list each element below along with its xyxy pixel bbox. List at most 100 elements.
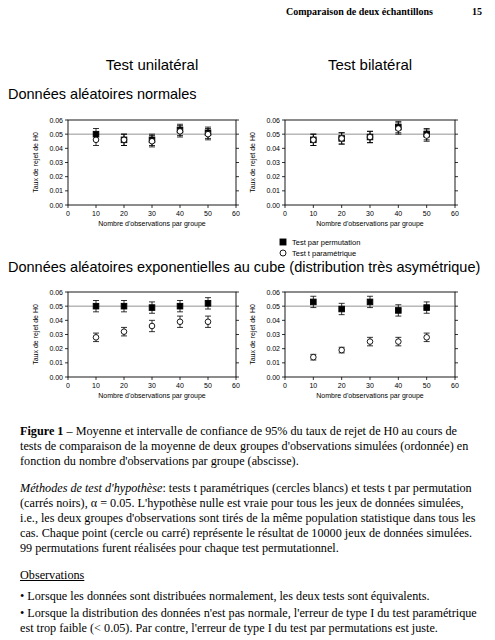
y-tick (282, 162, 285, 163)
plot-frame (68, 120, 236, 205)
x-tick-label: 40 (394, 382, 402, 389)
point (424, 133, 430, 139)
error-bar-cap (149, 146, 155, 147)
x-tick-label: 40 (394, 210, 402, 217)
error-bar (149, 302, 155, 313)
x-axis-label: Nombre d'observations par groupe (98, 392, 206, 400)
x-tick-label: 30 (148, 382, 156, 389)
y-tick-label: 0.02 (266, 345, 280, 352)
error-bar-cap (149, 301, 155, 302)
y-tick (455, 176, 458, 177)
error-bar (93, 134, 99, 145)
error-bar (339, 133, 345, 144)
x-tick (124, 377, 125, 380)
y-tick (282, 306, 285, 307)
y-tick-label: 0.02 (266, 173, 280, 180)
methods-label: Méthodes de test d'hypothèse (20, 481, 162, 495)
y-tick-label: 0.06 (266, 289, 280, 296)
y-axis-label: Taux de rejet de H0 (249, 304, 257, 365)
point (424, 335, 430, 341)
error-bar-cap (177, 311, 183, 312)
y-tick (455, 190, 458, 191)
error-bar-cap (424, 141, 430, 142)
error-bar-cap (339, 314, 345, 315)
error-bar-cap (395, 121, 401, 122)
y-tick (282, 362, 285, 363)
data-group (285, 121, 455, 145)
point (121, 329, 127, 335)
error-bar (177, 316, 183, 327)
point (121, 137, 127, 143)
point (205, 301, 211, 307)
error-bar-cap (424, 129, 430, 130)
error-bar-cap (310, 307, 316, 308)
error-bar (149, 320, 155, 331)
observations-title: Observations (20, 568, 478, 583)
x-tick-label: 10 (92, 210, 100, 217)
error-bar-cap (367, 345, 373, 346)
text-block: Figure 1 – Moyenne et intervalle de conf… (20, 424, 478, 638)
error-bar-cap (205, 297, 211, 298)
point (177, 303, 183, 309)
caption: Figure 1 – Moyenne et intervalle de conf… (20, 424, 478, 469)
x-tick-label: 40 (176, 210, 184, 217)
error-bar-cap (395, 337, 401, 338)
y-tick-label: 0.03 (49, 331, 63, 338)
point (149, 138, 155, 144)
x-tick (236, 377, 237, 380)
x-tick-label: 20 (120, 210, 128, 217)
error-bar (367, 131, 373, 142)
y-tick-label: 0.02 (49, 345, 63, 352)
error-bar-cap (93, 128, 99, 129)
y-tick-label: 0.01 (49, 359, 63, 366)
error-bar-cap (367, 142, 373, 143)
error-bar-cap (177, 137, 183, 138)
y-axis-label: Taux de rejet de H0 (249, 132, 257, 193)
point (149, 323, 155, 329)
plot-frame (285, 120, 455, 205)
y-tick-label: 0.06 (266, 117, 280, 124)
error-bar-cap (395, 345, 401, 346)
error-bar-cap (310, 134, 316, 135)
error-bar-cap (121, 145, 127, 146)
error-bar (395, 305, 401, 316)
section-title: Données aléatoires exponentielles au cub… (8, 259, 480, 275)
error-bar-cap (395, 134, 401, 135)
error-bar (149, 136, 155, 147)
x-tick (370, 377, 371, 380)
x-tick (180, 377, 181, 380)
error-bar (339, 303, 345, 314)
error-bar-cap (149, 320, 155, 321)
y-tick-label: 0.00 (49, 202, 63, 209)
x-tick (313, 377, 314, 380)
y-tick (282, 292, 285, 293)
x-tick (455, 377, 456, 380)
column-title: Test unilatéral (62, 56, 242, 73)
y-tick-label: 0.00 (49, 374, 63, 381)
y-axis-label: Taux de rejet de H0 (32, 132, 40, 193)
error-bar-cap (149, 135, 155, 136)
x-tick-label: 30 (366, 210, 374, 217)
error-bar (395, 123, 401, 134)
y-tick-label: 0.01 (49, 187, 63, 194)
error-bar (205, 129, 211, 140)
x-tick-label: 30 (366, 382, 374, 389)
x-tick (426, 377, 427, 380)
y-tick-label: 0.01 (266, 359, 280, 366)
x-tick-label: 20 (120, 382, 128, 389)
y-tick (455, 320, 458, 321)
x-tick (285, 377, 286, 380)
y-tick-label: 0.01 (266, 187, 280, 194)
error-bar-cap (310, 134, 316, 135)
point (177, 129, 183, 135)
x-tick (341, 377, 342, 380)
x-tick-label: 60 (451, 210, 459, 217)
error-bar (367, 337, 373, 346)
error-bar (205, 298, 211, 309)
x-tick-label: 60 (232, 210, 240, 217)
observation-text: • Lorsque les données sont distribuées n… (20, 589, 429, 603)
y-tick-label: 0.04 (266, 317, 280, 324)
y-tick-label: 0.02 (49, 173, 63, 180)
x-axis-label: Nombre d'observations par groupe (316, 392, 424, 400)
x-tick-label: 10 (309, 210, 317, 217)
